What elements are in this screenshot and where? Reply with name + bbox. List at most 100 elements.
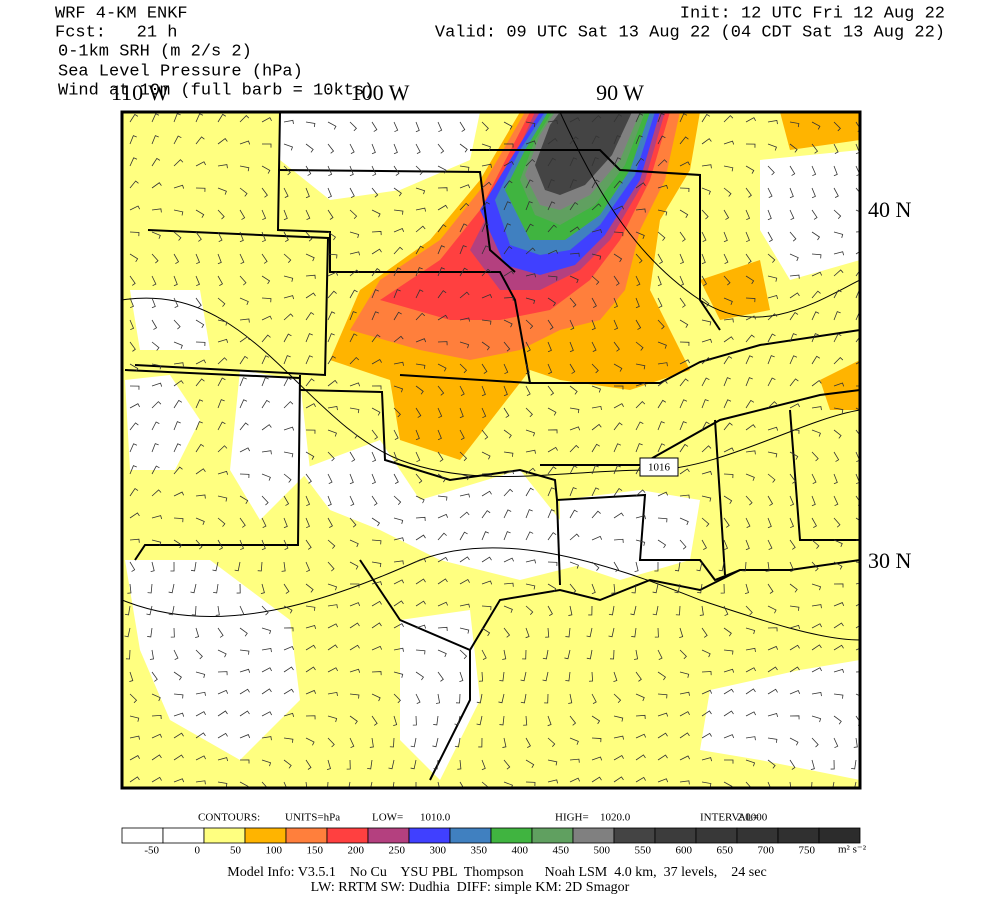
wind-barb (745, 187, 752, 198)
wind-barb (129, 422, 139, 431)
wind-barb (327, 583, 338, 591)
wind-barb (767, 539, 773, 551)
wind-barb (810, 759, 815, 771)
wind-barb (459, 202, 470, 211)
wind-barb (173, 253, 180, 264)
wind-barb (503, 143, 514, 148)
wind-barb (195, 359, 207, 365)
wind-barb (767, 377, 776, 387)
wind-barb (283, 401, 294, 409)
wind-barb (437, 513, 449, 519)
wind-barb (305, 121, 316, 128)
wind-barb (305, 451, 315, 460)
wind-barb (591, 115, 602, 123)
wind-barb (701, 732, 712, 739)
wind-barb (811, 355, 820, 365)
wind-barb (679, 209, 689, 218)
wind-barb (657, 443, 666, 453)
wind-barb (393, 246, 403, 255)
wind-barb (701, 445, 712, 453)
colorbar-box (367, 827, 410, 844)
wind-barb (393, 693, 401, 704)
wind-barb (481, 268, 491, 277)
wind-barb (701, 297, 710, 307)
wind-barb (613, 157, 622, 167)
wind-barb (657, 754, 668, 761)
wind-barb (261, 450, 272, 455)
wind-barb (217, 164, 228, 169)
wind-barb (811, 451, 819, 462)
wind-barb (745, 231, 750, 243)
wind-barb (503, 341, 511, 352)
wind-barb (525, 201, 533, 211)
wind-barb (415, 429, 420, 441)
wind-barb (591, 157, 599, 167)
wind-barb (723, 649, 734, 655)
init-time: Init: 12 UTC Fri 12 Aug 22 (680, 4, 945, 23)
wind-barb (459, 341, 470, 349)
wind-barb (283, 737, 294, 743)
wind-barb (745, 711, 757, 717)
colorbar-label: 50 (230, 845, 242, 857)
wind-barb (371, 473, 376, 485)
wind-barb (547, 157, 556, 167)
wind-barb (789, 473, 796, 484)
wind-barb (195, 711, 206, 717)
wind-barb (547, 275, 558, 281)
wind-barb (767, 333, 776, 343)
wind-barb (833, 737, 839, 749)
wind-barb (393, 495, 402, 506)
wind-barb (151, 714, 162, 720)
wind-barb (173, 341, 183, 349)
wind-barb (459, 385, 465, 396)
wind-barb (634, 561, 639, 572)
wind-barb (393, 647, 404, 652)
wind-barb (239, 253, 245, 265)
wind-barb (415, 385, 424, 395)
colorbar-box (572, 827, 615, 844)
wind-barb (853, 737, 858, 748)
wind-barb (481, 407, 487, 419)
wind-barb (657, 362, 668, 367)
wind-barb (151, 113, 160, 123)
colorbar-label: 650 (717, 845, 734, 857)
wind-barb (679, 319, 689, 328)
wind-barb (173, 362, 184, 367)
colorbar-label: 250 (389, 845, 406, 857)
wind-barb (767, 737, 778, 743)
wind-barb (542, 649, 549, 660)
wind-barb (591, 776, 602, 783)
wind-barb (609, 649, 615, 660)
wind-barb (811, 667, 822, 673)
wind-barb (239, 781, 249, 788)
colorbar-box (121, 827, 164, 844)
wind-barb (371, 248, 382, 255)
wind-barb (283, 688, 294, 695)
wind-barb (261, 275, 271, 285)
wind-barb (547, 446, 558, 453)
wind-barb (568, 693, 573, 704)
wind-barb (723, 336, 734, 343)
wind-barb (520, 693, 527, 704)
wind-barb (855, 269, 860, 277)
wind-barb (261, 424, 272, 431)
wind-barb (503, 627, 511, 638)
wind-barb (613, 561, 620, 572)
wind-barb (679, 494, 690, 499)
wind-barb (569, 407, 580, 414)
wind-barb (499, 715, 505, 726)
wind-barb (701, 377, 710, 387)
wind-barb (217, 319, 228, 326)
wind-barb (679, 341, 690, 346)
wind-barb (261, 315, 273, 321)
wind-barb (371, 693, 381, 702)
wind-barb (591, 203, 602, 211)
wind-barb (767, 517, 772, 529)
wind-barb (723, 668, 735, 673)
colorbar-label: 400 (512, 845, 529, 857)
wind-barb (217, 113, 227, 123)
wind-barb (833, 382, 845, 387)
wind-barb (657, 231, 666, 241)
wind-barb (305, 274, 316, 279)
wind-barb (151, 157, 161, 167)
